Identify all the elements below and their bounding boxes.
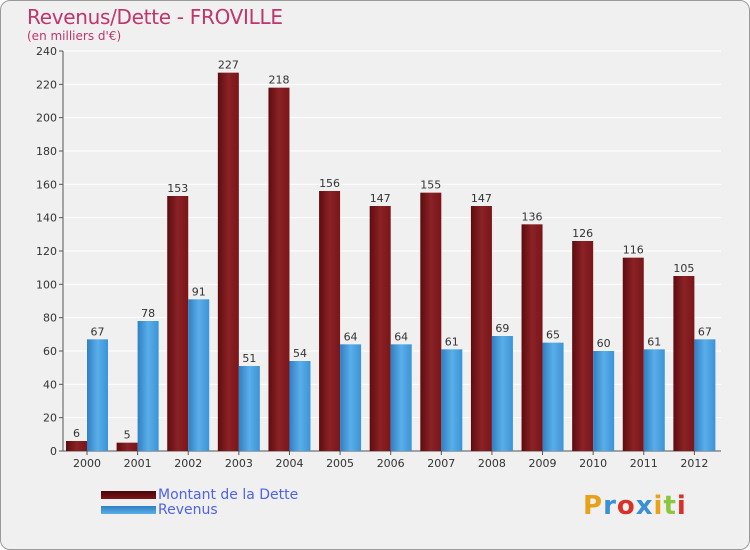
x-tick-label: 2009	[529, 457, 557, 470]
logo-letter: i	[676, 491, 687, 521]
value-label-dette: 156	[319, 177, 340, 190]
value-label-revenus: 78	[141, 307, 155, 320]
y-tick-label: 40	[43, 378, 57, 391]
value-label-dette: 126	[572, 227, 593, 240]
y-tick-label: 200	[36, 112, 57, 125]
value-label-dette: 6	[73, 427, 80, 440]
bar-dette	[420, 192, 442, 451]
bar-dette	[572, 241, 594, 451]
y-tick-label: 60	[43, 345, 57, 358]
y-tick-label: 160	[36, 178, 57, 191]
y-tick-label: 20	[43, 412, 57, 425]
x-tick-label: 2002	[174, 457, 202, 470]
legend-label-revenus: Revenus	[158, 501, 218, 518]
legend-item-dette: Montant de la Dette	[101, 486, 299, 503]
bar-revenus	[340, 344, 362, 451]
value-label-revenus: 60	[597, 337, 611, 350]
bar-revenus	[441, 349, 463, 451]
value-label-revenus: 69	[495, 322, 509, 335]
x-tick-label: 2007	[427, 457, 455, 470]
legend-swatch-revenus	[101, 505, 156, 514]
bar-dette	[167, 196, 189, 451]
value-label-dette: 147	[471, 192, 492, 205]
logo-letter: P	[583, 491, 604, 521]
bar-dette	[116, 442, 138, 451]
y-tick-label: 180	[36, 145, 57, 158]
chart-title: Revenus/Dette - FROVILLE	[27, 5, 283, 29]
bar-dette	[673, 276, 695, 451]
x-tick-label: 2006	[377, 457, 405, 470]
x-tick-label: 2010	[579, 457, 607, 470]
x-tick-label: 2008	[478, 457, 506, 470]
legend-swatch-dette	[101, 490, 156, 499]
legend: Montant de la Dette Revenus	[101, 486, 299, 518]
logo-letter: r	[603, 491, 617, 521]
logo-letter: o	[616, 491, 636, 521]
value-label-revenus: 91	[192, 285, 206, 298]
value-label-dette: 105	[673, 262, 694, 275]
chart-subtitle: (en milliers d'€)	[27, 29, 122, 43]
bar-dette	[217, 72, 239, 452]
bar-dette	[66, 441, 87, 451]
x-tick-label: 2003	[225, 457, 253, 470]
value-label-dette: 218	[268, 74, 289, 87]
bar-dette	[470, 206, 492, 451]
value-label-revenus: 54	[293, 347, 307, 360]
bar-dette	[521, 224, 543, 451]
value-label-revenus: 64	[394, 330, 408, 343]
value-label-revenus: 61	[445, 335, 459, 348]
bar-revenus	[694, 339, 716, 451]
y-tick-label: 140	[36, 212, 57, 225]
logo-letter: i	[653, 491, 664, 521]
bar-dette	[319, 191, 341, 451]
logo-letter: t	[663, 491, 677, 521]
y-tick-label: 80	[43, 312, 57, 325]
y-tick-label: 100	[36, 278, 57, 291]
bar-revenus	[542, 342, 564, 451]
y-tick-label: 0	[50, 445, 57, 458]
y-tick-label: 120	[36, 245, 57, 258]
value-label-revenus: 67	[698, 325, 712, 338]
value-label-dette: 227	[218, 59, 239, 72]
x-tick-label: 2012	[680, 457, 708, 470]
bar-revenus	[238, 366, 260, 451]
bar-revenus	[643, 349, 665, 451]
value-label-revenus: 64	[344, 330, 358, 343]
value-label-revenus: 67	[91, 325, 105, 338]
x-tick-label: 2000	[73, 457, 101, 470]
value-label-dette: 136	[522, 210, 543, 223]
bar-dette	[369, 206, 391, 451]
bar-revenus	[188, 299, 210, 451]
value-label-revenus: 61	[647, 335, 661, 348]
bar-revenus	[390, 344, 412, 451]
proxiti-logo: Proxiti	[583, 491, 687, 521]
x-tick-label: 2011	[630, 457, 658, 470]
value-label-dette: 155	[420, 179, 441, 192]
logo-letter: x	[635, 491, 654, 521]
value-label-dette: 153	[167, 182, 188, 195]
bar-revenus	[593, 351, 615, 451]
bar-revenus	[491, 336, 513, 451]
bar-dette	[622, 257, 644, 451]
x-tick-label: 2005	[326, 457, 354, 470]
value-label-revenus: 65	[546, 329, 560, 342]
y-tick-label: 240	[36, 45, 57, 58]
bar-dette	[268, 87, 290, 452]
x-tick-label: 2001	[124, 457, 152, 470]
value-label-dette: 147	[370, 192, 391, 205]
y-tick-label: 220	[36, 78, 57, 91]
bar-revenus	[137, 321, 159, 451]
bar-revenus	[87, 339, 108, 451]
value-label-dette: 116	[623, 244, 644, 257]
bar-revenus	[289, 361, 311, 451]
legend-item-revenus: Revenus	[101, 501, 298, 518]
value-label-revenus: 51	[242, 352, 256, 365]
value-label-dette: 5	[124, 429, 131, 442]
x-tick-label: 2004	[275, 457, 303, 470]
legend-label-dette: Montant de la Dette	[158, 486, 299, 503]
